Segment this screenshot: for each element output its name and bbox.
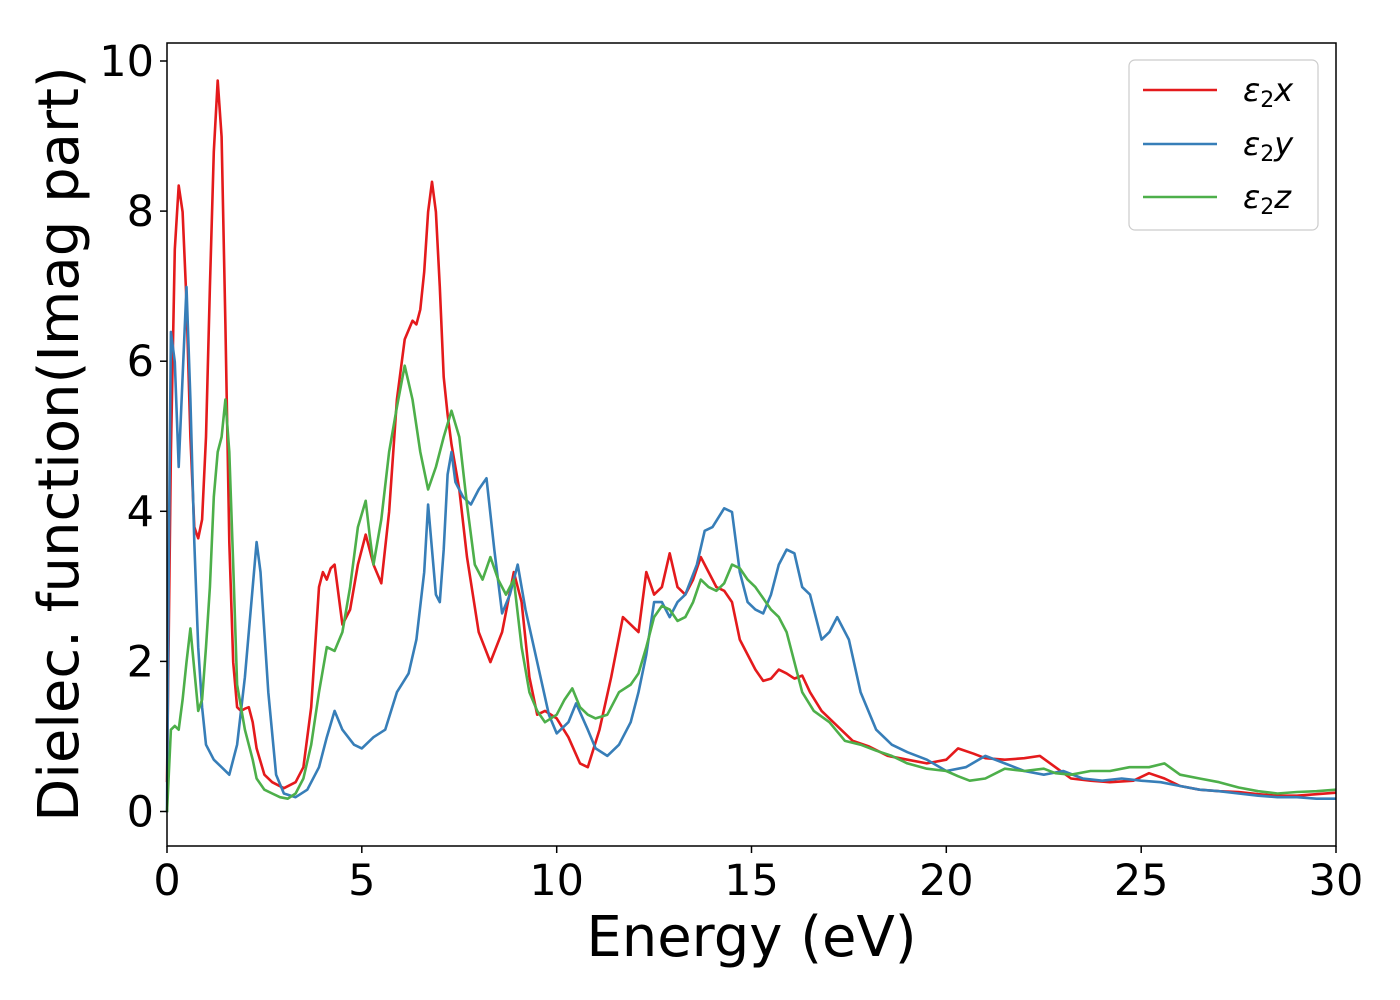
series-lines	[165, 79, 1337, 813]
legend-label-x: ε2x	[1243, 71, 1294, 113]
legend-label-y-suffix: y	[1273, 125, 1294, 163]
y-tick-label: 10	[99, 37, 154, 87]
x-tick-label: 0	[153, 856, 180, 906]
y-axis-title: Dielec. function(Imag part)	[27, 66, 92, 822]
legend-label-y: ε2y	[1243, 125, 1294, 167]
y-tick-label: 8	[127, 187, 154, 237]
legend-label-z-suffix: z	[1273, 178, 1292, 216]
y-axis: 0 2 4 6 8 10	[99, 37, 167, 838]
x-tick-label: 10	[529, 856, 584, 906]
y-tick-label: 2	[127, 637, 154, 687]
x-axis-title: Energy (eV)	[586, 905, 916, 970]
legend-label-x-base: ε	[1243, 71, 1260, 109]
legend-label-z: ε2z	[1243, 178, 1292, 220]
legend: ε2x ε2y ε2z	[1128, 59, 1319, 231]
legend-label-x-sub: 2	[1260, 88, 1274, 113]
y-tick-label: 4	[127, 487, 154, 537]
legend-label-z-sub: 2	[1260, 195, 1274, 220]
legend-box	[1128, 59, 1319, 231]
legend-label-y-sub: 2	[1260, 142, 1274, 167]
legend-label-x-suffix: x	[1273, 71, 1294, 109]
y-tick-label: 6	[127, 337, 154, 387]
x-tick-label: 15	[724, 856, 779, 906]
x-axis: 0 5 10 15 20 25 30	[153, 846, 1363, 906]
x-tick-label: 5	[348, 856, 375, 906]
series-line-z	[165, 364, 1337, 813]
legend-label-z-base: ε	[1243, 178, 1260, 216]
legend-label-y-base: ε	[1243, 125, 1260, 163]
y-tick-label: 0	[127, 788, 154, 838]
x-tick-label: 20	[919, 856, 974, 906]
x-tick-label: 25	[1114, 856, 1169, 906]
x-tick-label: 30	[1309, 856, 1364, 906]
series-line-x	[165, 79, 1337, 798]
series-line-y	[165, 285, 1336, 813]
